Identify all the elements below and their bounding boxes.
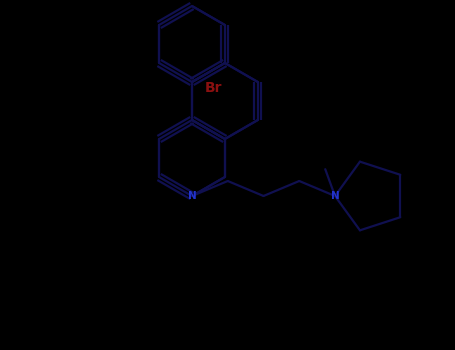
Text: N: N [187,191,197,201]
Text: N: N [331,191,339,201]
Text: Br: Br [204,81,222,95]
